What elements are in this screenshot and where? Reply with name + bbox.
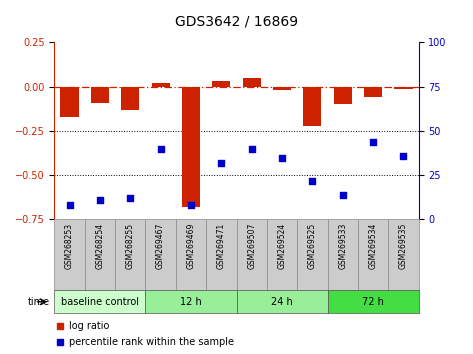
Text: GSM269467: GSM269467 — [156, 223, 165, 269]
Text: GSM268255: GSM268255 — [126, 223, 135, 269]
Bar — [394, 87, 412, 88]
Bar — [333, 87, 352, 104]
Text: 24 h: 24 h — [271, 297, 293, 307]
Bar — [206, 219, 236, 290]
Text: GSM268253: GSM268253 — [65, 223, 74, 269]
Bar — [243, 78, 261, 87]
Bar — [176, 219, 206, 290]
Text: GSM269534: GSM269534 — [368, 223, 377, 269]
Text: GSM269535: GSM269535 — [399, 223, 408, 269]
Bar — [236, 219, 267, 290]
Point — [157, 146, 165, 152]
Bar — [115, 219, 146, 290]
Bar — [54, 219, 85, 290]
Bar — [358, 219, 388, 290]
Text: GSM269469: GSM269469 — [186, 223, 195, 269]
Point — [339, 192, 347, 198]
Text: percentile rank within the sample: percentile rank within the sample — [69, 337, 234, 347]
Point — [96, 197, 104, 203]
Text: GDS3642 / 16869: GDS3642 / 16869 — [175, 14, 298, 28]
Bar — [273, 87, 291, 90]
Point — [400, 153, 407, 159]
Bar — [182, 87, 200, 207]
Point — [187, 202, 195, 208]
Point — [126, 195, 134, 201]
Text: GSM269533: GSM269533 — [338, 223, 347, 269]
Text: 12 h: 12 h — [180, 297, 202, 307]
Text: log ratio: log ratio — [69, 321, 109, 331]
Bar — [364, 87, 382, 97]
Point — [369, 139, 377, 144]
Bar — [297, 219, 327, 290]
Bar — [267, 219, 297, 290]
Bar — [327, 219, 358, 290]
Bar — [212, 81, 230, 87]
Bar — [151, 83, 170, 87]
Text: GSM269524: GSM269524 — [278, 223, 287, 269]
Point — [66, 202, 73, 208]
Text: GSM268254: GSM268254 — [96, 223, 105, 269]
Text: baseline control: baseline control — [61, 297, 139, 307]
Point — [308, 178, 316, 183]
Bar — [121, 87, 140, 110]
Text: GSM269525: GSM269525 — [308, 223, 317, 269]
Text: GSM269471: GSM269471 — [217, 223, 226, 269]
Point — [248, 146, 255, 152]
Point — [218, 160, 225, 166]
Bar — [61, 87, 79, 117]
Bar — [236, 290, 327, 313]
Bar — [54, 290, 146, 313]
Text: 72 h: 72 h — [362, 297, 384, 307]
Bar — [303, 87, 322, 126]
Text: time: time — [27, 297, 50, 307]
Bar — [91, 87, 109, 103]
Bar — [145, 219, 176, 290]
Bar — [327, 290, 419, 313]
Bar — [145, 290, 236, 313]
Text: GSM269507: GSM269507 — [247, 223, 256, 269]
Bar — [388, 219, 419, 290]
Bar — [85, 219, 115, 290]
Point — [278, 155, 286, 160]
